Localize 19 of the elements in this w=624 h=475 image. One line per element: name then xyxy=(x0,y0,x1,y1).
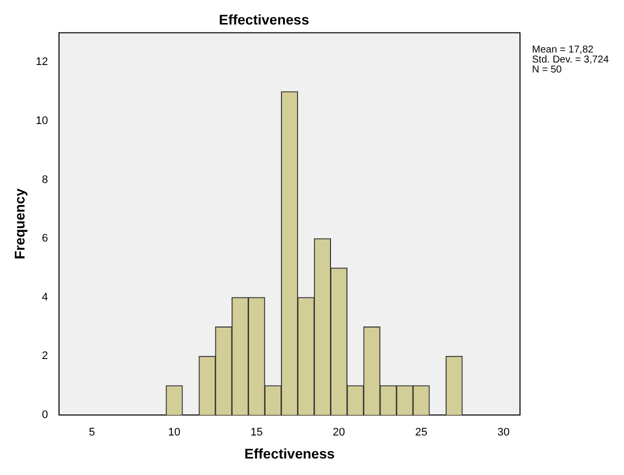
chart-title: Effectiveness xyxy=(218,11,310,28)
y-tick-label: 12 xyxy=(36,56,48,68)
y-tick-label: 8 xyxy=(42,174,48,186)
y-tick-label: 4 xyxy=(42,291,48,304)
y-axis-title: Frequency xyxy=(11,188,28,260)
x-tick-label: 30 xyxy=(497,426,510,439)
x-tick-label: 10 xyxy=(168,426,180,439)
x-tick-label: 25 xyxy=(415,426,428,439)
y-tick-label: 2 xyxy=(42,350,48,362)
x-tick-label: 20 xyxy=(332,426,346,439)
y-tick-label: 0 xyxy=(42,409,48,422)
text: Std. Dev. = 3,724 xyxy=(532,54,610,66)
x-tick-label: 15 xyxy=(250,426,263,439)
x-axis-title: Effectiveness xyxy=(244,445,335,462)
x-tick-label: 5 xyxy=(88,426,96,439)
y-tick-label: 10 xyxy=(36,115,48,128)
y-tick-label: 6 xyxy=(42,232,48,245)
text: Mean = 17,82 xyxy=(532,44,594,56)
text: N = 50 xyxy=(532,64,562,76)
